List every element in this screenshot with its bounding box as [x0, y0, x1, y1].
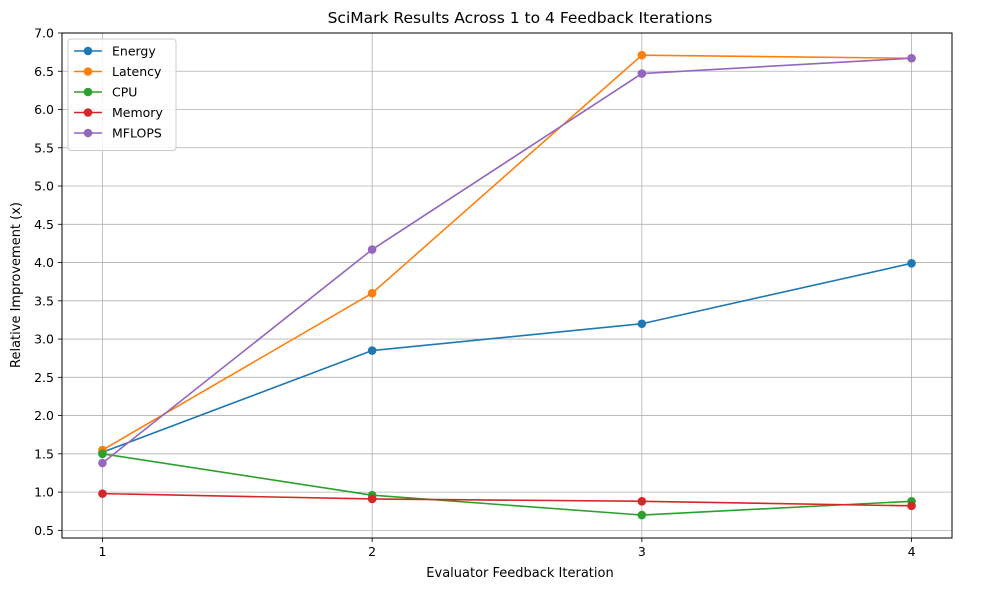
y-tick-label: 0.5	[34, 523, 54, 538]
legend-label-latency: Latency	[112, 64, 162, 79]
plot-frame	[61, 32, 953, 539]
data-point-mflops	[907, 53, 916, 63]
y-tick-label: 2.5	[34, 370, 54, 385]
x-axis-label: Evaluator Feedback Iteration	[426, 566, 613, 581]
data-point-mflops	[98, 458, 107, 468]
series-memory	[98, 489, 916, 511]
y-axis-label: Relative Improvement (x)	[9, 202, 24, 368]
data-point-energy	[637, 319, 647, 329]
data-point-memory	[98, 489, 107, 498]
x-tick-label: 2	[368, 544, 376, 559]
y-tick-label: 3.0	[34, 332, 54, 347]
data-point-cpu	[98, 449, 107, 459]
legend-marker-latency	[83, 67, 93, 76]
series-layer	[98, 50, 916, 520]
y-tick-label: 1.0	[34, 485, 54, 500]
series-mflops	[98, 53, 916, 468]
series-line-latency	[102, 54, 912, 451]
x-tick-label: 3	[638, 544, 646, 559]
data-point-latency	[367, 288, 377, 298]
legend-label-mflops: MFLOPS	[112, 126, 162, 141]
series-line-energy	[102, 262, 912, 454]
legend-marker-energy	[83, 46, 93, 56]
data-point-mflops	[367, 245, 377, 254]
series-line-mflops	[101, 57, 912, 464]
series-line-memory	[102, 492, 912, 507]
data-point-latency	[637, 50, 647, 60]
y-tick-label: 4.0	[34, 255, 54, 270]
data-point-energy	[907, 259, 916, 268]
y-tick-label: 2.0	[34, 408, 54, 423]
data-point-memory	[367, 494, 377, 504]
y-tick-label: 3.5	[34, 293, 54, 308]
data-point-memory	[637, 496, 647, 506]
legend: Energy Latency CPU Memory MFLOPS	[67, 38, 177, 151]
data-point-energy	[367, 346, 377, 355]
chart-title: SciMark Results Across 1 to 4 Feedback I…	[328, 9, 713, 27]
legend-label-memory: Memory	[112, 105, 163, 120]
legend-label-cpu: CPU	[112, 85, 137, 100]
y-tick-label: 6.0	[34, 102, 54, 117]
data-point-mflops	[637, 69, 647, 78]
y-tick-label: 4.5	[34, 217, 54, 232]
x-tick-label: 4	[908, 544, 916, 559]
axis-ticks: 1 2 3 4 0.5 1.0 1.5 2.0 2.5 3.0 3.5 4.0 4.5 5.0 5.5 6.0…	[34, 26, 915, 560]
y-tick-label: 7.0	[34, 26, 54, 41]
y-tick-label: 5.5	[34, 140, 54, 155]
legend-marker-mflops	[83, 128, 93, 138]
series-line-cpu	[102, 453, 912, 516]
legend-box	[67, 38, 177, 151]
data-point-memory	[907, 501, 916, 511]
x-tick-label: 1	[98, 544, 106, 559]
legend-label-energy: Energy	[112, 44, 156, 59]
legend-marker-memory	[83, 108, 93, 117]
y-tick-label: 5.0	[34, 179, 54, 194]
data-point-cpu	[637, 510, 647, 520]
y-tick-label: 1.5	[34, 446, 54, 461]
y-tick-label: 6.5	[34, 64, 54, 79]
legend-marker-cpu	[83, 87, 93, 97]
